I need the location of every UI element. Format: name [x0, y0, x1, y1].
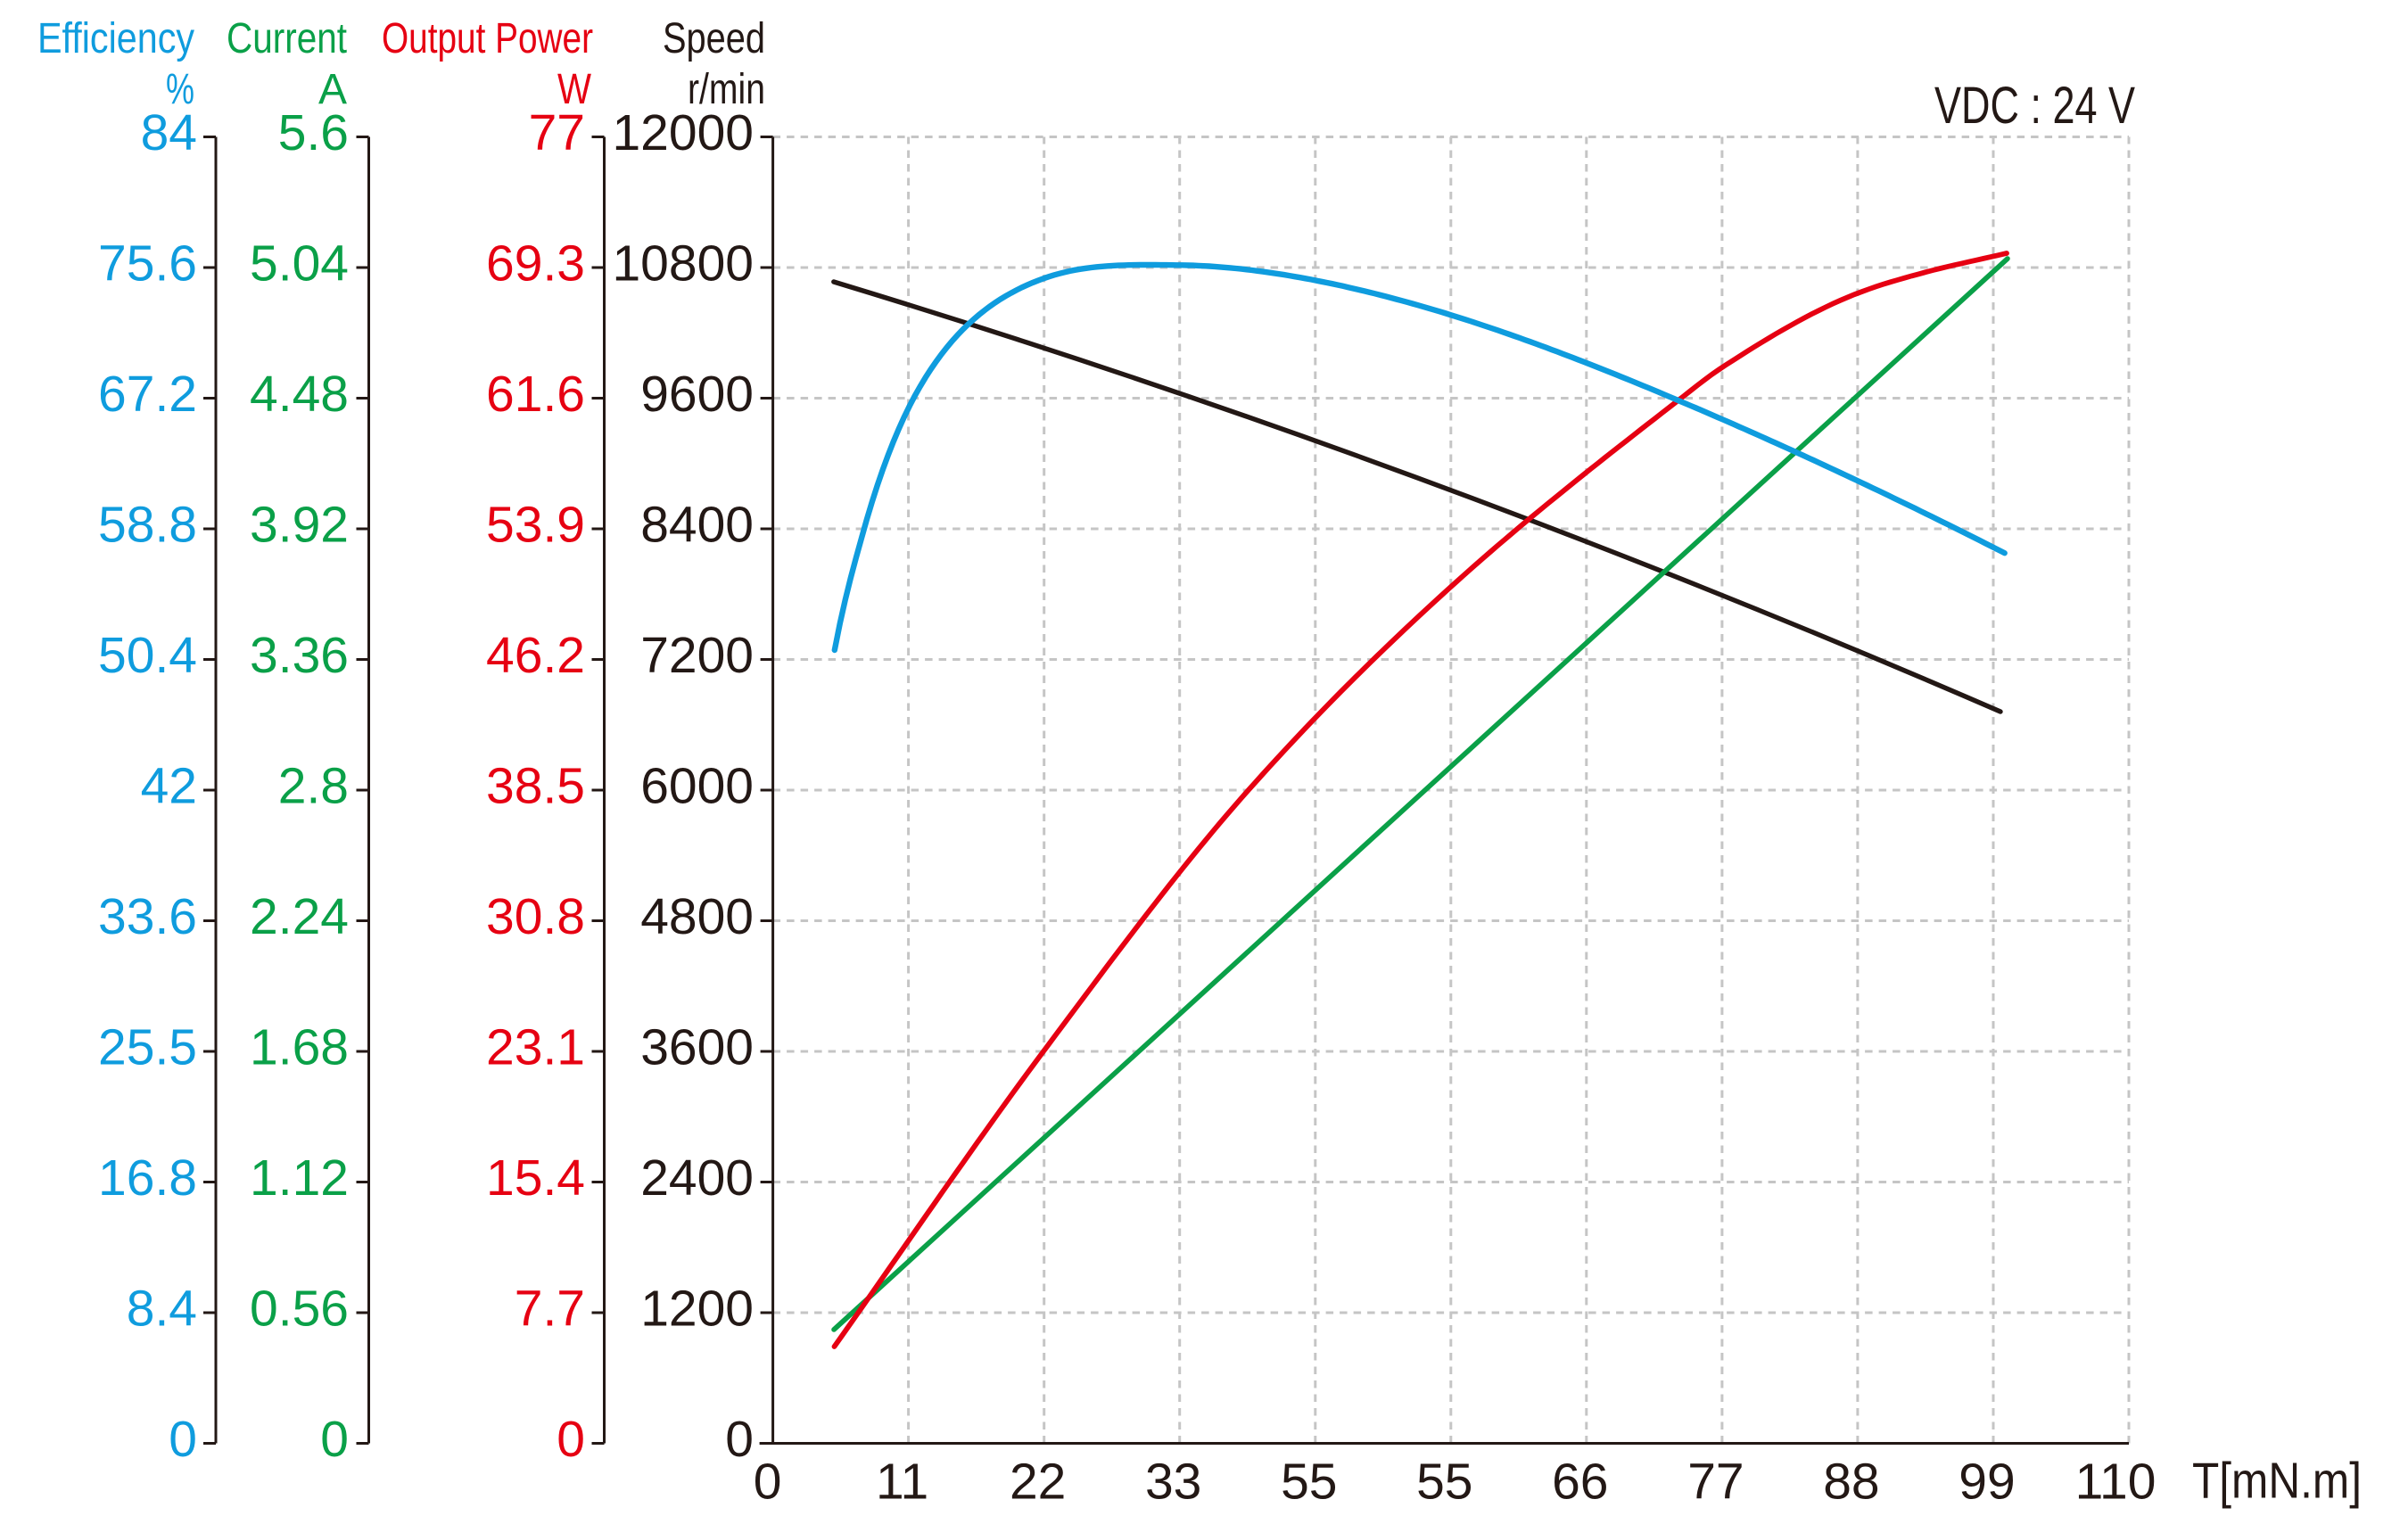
svg-text:3.92: 3.92: [250, 496, 349, 553]
svg-text:16.8: 16.8: [98, 1149, 197, 1207]
svg-text:10800: 10800: [612, 235, 754, 292]
svg-text:2.24: 2.24: [250, 888, 349, 945]
svg-text:4800: 4800: [640, 888, 754, 945]
svg-text:77: 77: [529, 104, 585, 161]
svg-text:1.68: 1.68: [250, 1018, 349, 1075]
svg-text:Current: Current: [227, 15, 347, 62]
svg-text:12000: 12000: [612, 104, 754, 161]
svg-text:0: 0: [169, 1411, 197, 1468]
svg-text:75.6: 75.6: [98, 235, 197, 292]
svg-text:%: %: [166, 66, 194, 113]
svg-text:0: 0: [725, 1411, 754, 1468]
svg-text:3.36: 3.36: [250, 627, 349, 684]
svg-text:55: 55: [1281, 1453, 1337, 1510]
svg-text:99: 99: [1959, 1453, 2015, 1510]
svg-text:77: 77: [1687, 1453, 1744, 1510]
svg-text:22: 22: [1010, 1453, 1066, 1510]
svg-text:11: 11: [876, 1453, 928, 1510]
svg-text:r/min: r/min: [688, 66, 765, 113]
svg-text:42: 42: [141, 757, 197, 814]
svg-text:9600: 9600: [640, 366, 754, 423]
svg-text:69.3: 69.3: [486, 235, 585, 292]
svg-text:15.4: 15.4: [486, 1149, 585, 1207]
svg-text:7200: 7200: [640, 627, 754, 684]
svg-text:Output Power: Output Power: [382, 15, 593, 62]
svg-text:VDC : 24 V: VDC : 24 V: [1934, 77, 2135, 135]
svg-text:5.6: 5.6: [278, 104, 349, 161]
svg-text:8400: 8400: [640, 496, 754, 553]
svg-text:8.4: 8.4: [127, 1280, 197, 1337]
svg-text:46.2: 46.2: [486, 627, 585, 684]
svg-text:23.1: 23.1: [486, 1018, 585, 1075]
svg-text:0.56: 0.56: [250, 1280, 349, 1337]
svg-text:0: 0: [557, 1411, 585, 1468]
svg-text:84: 84: [141, 104, 197, 161]
svg-text:110: 110: [2075, 1453, 2156, 1510]
svg-text:2400: 2400: [640, 1149, 754, 1207]
svg-text:1.12: 1.12: [250, 1149, 349, 1207]
svg-text:66: 66: [1552, 1453, 1608, 1510]
svg-text:2.8: 2.8: [278, 757, 349, 814]
svg-text:W: W: [557, 66, 592, 113]
svg-text:Efficiency: Efficiency: [37, 15, 194, 62]
svg-text:55: 55: [1416, 1453, 1472, 1510]
svg-text:25.5: 25.5: [98, 1018, 197, 1075]
svg-text:1200: 1200: [640, 1280, 754, 1337]
svg-text:T[mN.m]: T[mN.m]: [2192, 1453, 2362, 1510]
svg-text:30.8: 30.8: [486, 888, 585, 945]
svg-text:33: 33: [1145, 1453, 1201, 1510]
svg-text:3600: 3600: [640, 1018, 754, 1075]
svg-text:7.7: 7.7: [515, 1280, 585, 1337]
svg-text:58.8: 58.8: [98, 496, 197, 553]
svg-text:4.48: 4.48: [250, 366, 349, 423]
svg-text:A: A: [318, 66, 347, 113]
svg-text:88: 88: [1823, 1453, 1879, 1510]
svg-text:38.5: 38.5: [486, 757, 585, 814]
svg-text:Speed: Speed: [663, 15, 765, 62]
svg-text:5.04: 5.04: [250, 235, 349, 292]
svg-text:33.6: 33.6: [98, 888, 197, 945]
svg-text:61.6: 61.6: [486, 366, 585, 423]
svg-text:50.4: 50.4: [98, 627, 197, 684]
svg-text:53.9: 53.9: [486, 496, 585, 553]
svg-text:67.2: 67.2: [98, 366, 197, 423]
svg-text:0: 0: [754, 1453, 782, 1510]
svg-text:0: 0: [320, 1411, 349, 1468]
svg-text:6000: 6000: [640, 757, 754, 814]
